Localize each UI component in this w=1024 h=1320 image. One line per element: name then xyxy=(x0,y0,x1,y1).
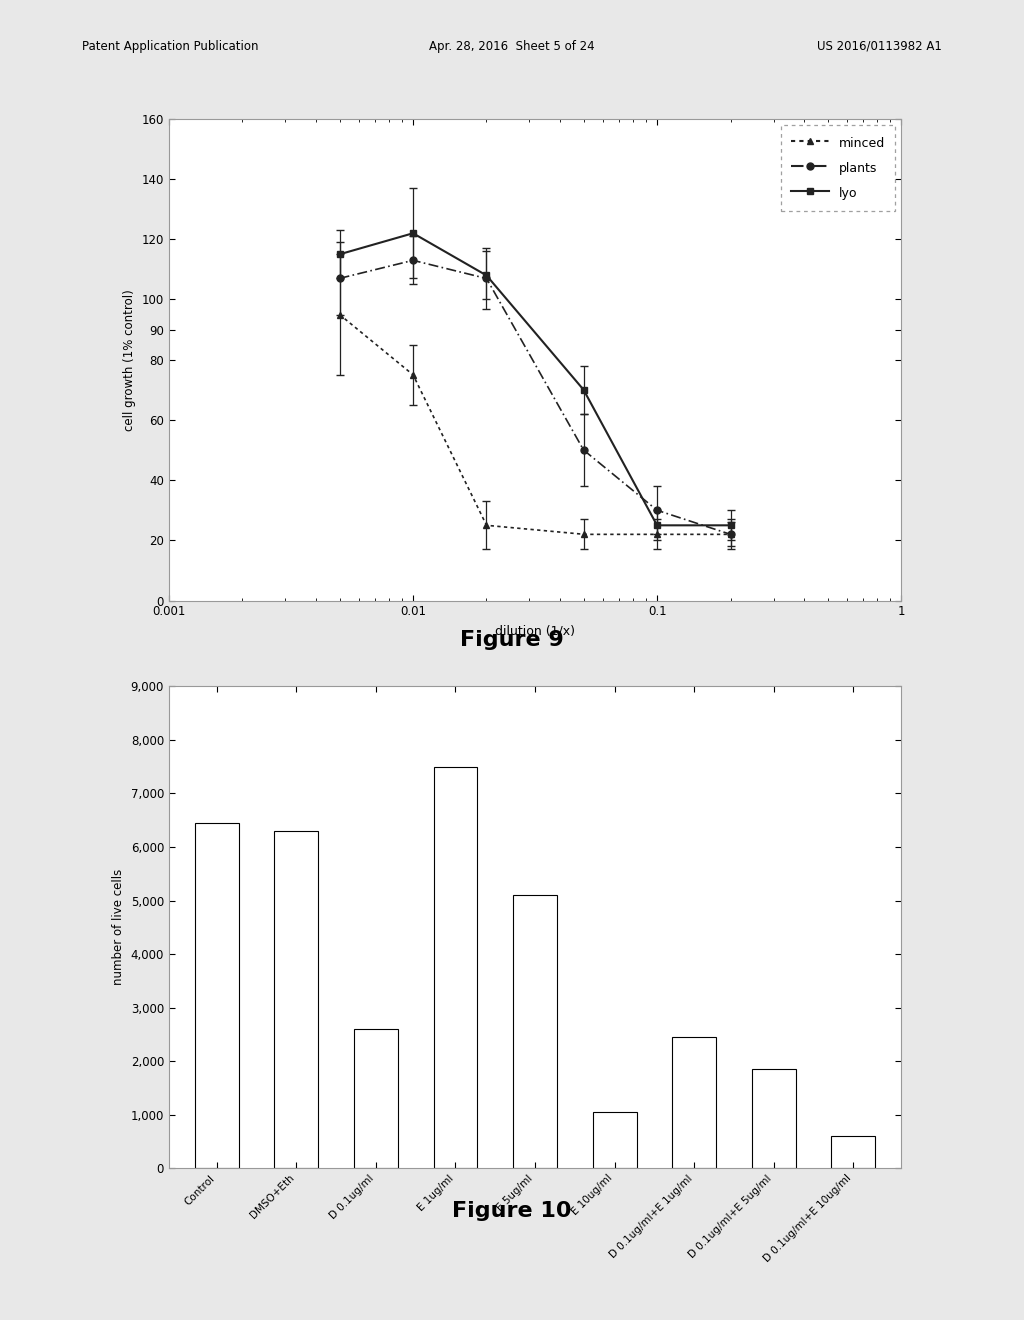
X-axis label: dilution (1/x): dilution (1/x) xyxy=(495,624,575,638)
Bar xyxy=(673,1038,716,1168)
Bar xyxy=(274,832,318,1168)
Bar xyxy=(354,1030,397,1168)
Bar xyxy=(752,1069,796,1168)
Bar xyxy=(195,822,239,1168)
Text: Patent Application Publication: Patent Application Publication xyxy=(82,40,258,53)
Y-axis label: number of live cells: number of live cells xyxy=(113,869,125,986)
Text: US 2016/0113982 A1: US 2016/0113982 A1 xyxy=(817,40,942,53)
Y-axis label: cell growth (1% control): cell growth (1% control) xyxy=(123,289,136,430)
Text: Figure 9: Figure 9 xyxy=(460,630,564,649)
Text: Apr. 28, 2016  Sheet 5 of 24: Apr. 28, 2016 Sheet 5 of 24 xyxy=(429,40,595,53)
Text: Figure 10: Figure 10 xyxy=(453,1201,571,1221)
Bar xyxy=(433,767,477,1168)
Bar xyxy=(593,1111,637,1168)
Bar xyxy=(831,1137,876,1168)
Legend: minced, plants, lyo: minced, plants, lyo xyxy=(781,125,895,211)
Bar xyxy=(513,895,557,1168)
